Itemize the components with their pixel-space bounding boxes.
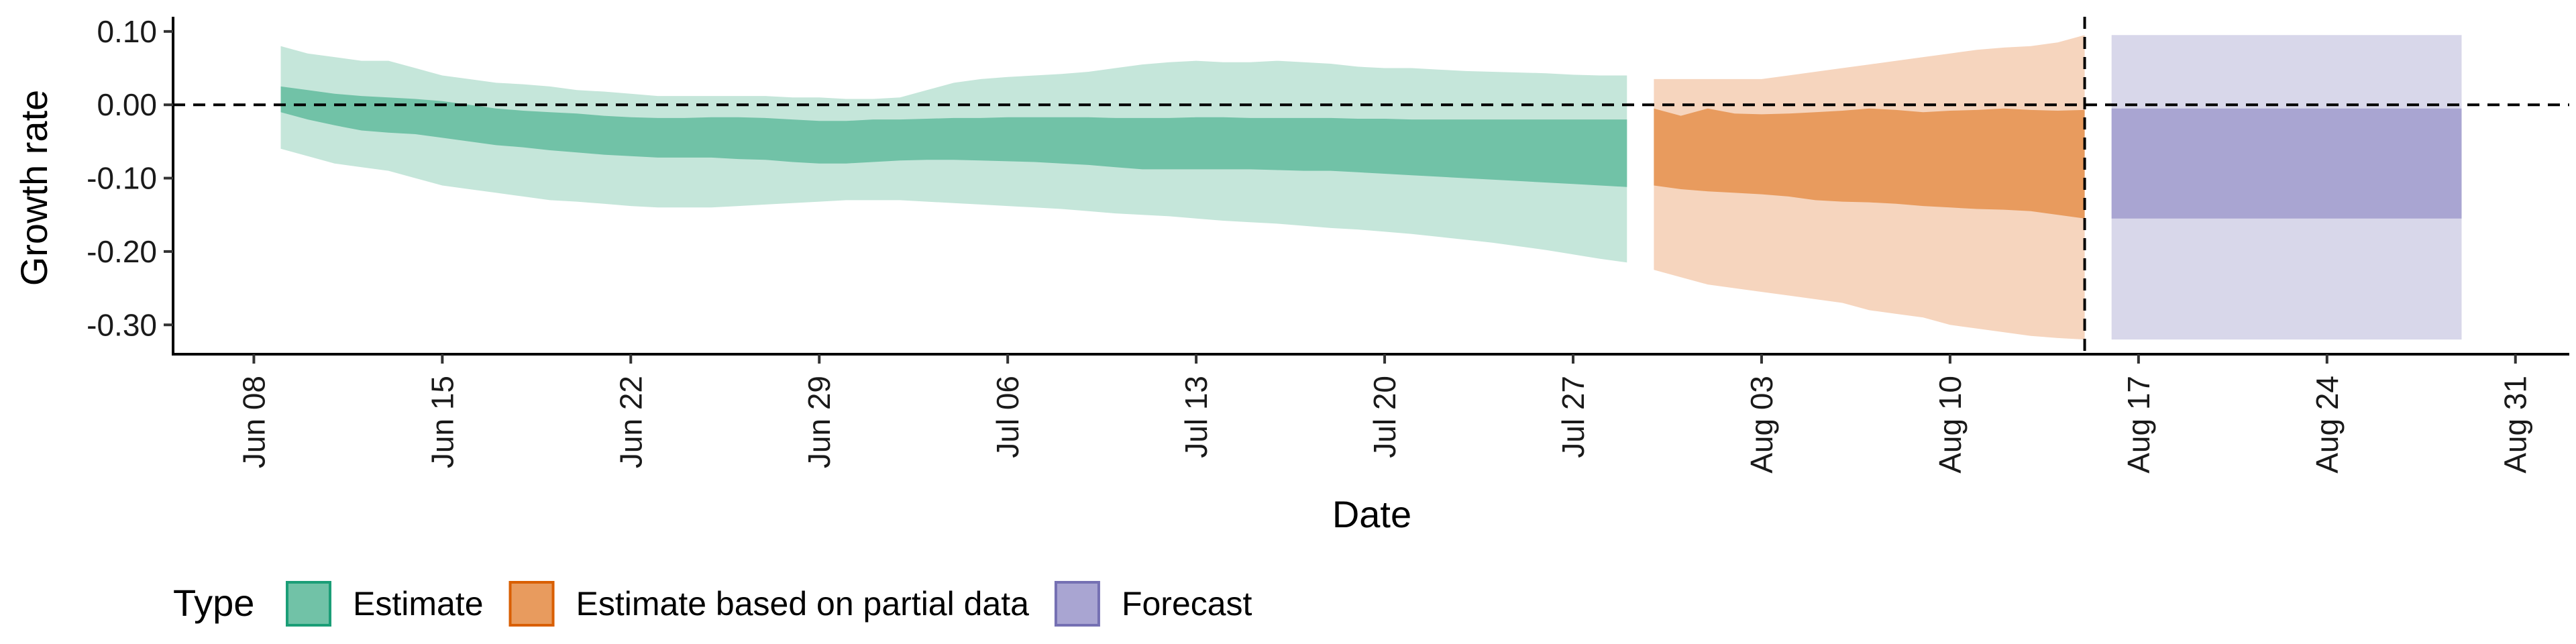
x-tick-label: Jul 20 — [1367, 376, 1402, 458]
legend-label-forecast: Forecast — [1122, 585, 1252, 623]
legend-key-estimate-based-on-partial-data — [508, 581, 555, 627]
legend-key-estimate — [286, 581, 331, 627]
y-tick-label: -0.30 — [87, 307, 157, 342]
x-tick-label: Aug 24 — [2310, 376, 2345, 474]
forecast-inner-band — [2111, 108, 2462, 219]
x-tick-label: Jun 08 — [236, 376, 271, 468]
legend-label-estimate: Estimate — [353, 585, 484, 623]
estimate-inner-band — [280, 86, 1627, 187]
y-axis-title: Growth rate — [13, 90, 55, 286]
y-axis-ticks: 0.10 0.00 -0.10 -0.20 -0.30 — [87, 14, 173, 342]
x-tick-label: Jul 13 — [1179, 376, 1214, 458]
reference-lines — [173, 17, 2569, 354]
y-tick-label: -0.20 — [87, 234, 157, 269]
x-axis-title: Date — [1332, 493, 1411, 535]
x-tick-label: Jun 22 — [613, 376, 648, 468]
y-tick-label: 0.00 — [97, 87, 157, 122]
ribbon-bands — [280, 35, 2462, 340]
x-axis-ticks: Jun 08 Jun 15 Jun 22 Jun 29 Jul 06 Jul 13 Jul … — [236, 354, 2533, 474]
x-tick-label: Aug 17 — [2121, 376, 2156, 474]
x-tick-label: Aug 10 — [1933, 376, 1968, 474]
y-tick-label: 0.10 — [97, 14, 157, 49]
legend-key-forecast — [1054, 581, 1100, 627]
axes — [172, 17, 2569, 356]
legend: Type Estimate Estimate based on partial d… — [173, 581, 1252, 627]
x-tick-label: Jun 15 — [425, 376, 460, 468]
estimate-based-on-partial-data-inner-band — [1654, 108, 2085, 219]
x-tick-label: Aug 31 — [2498, 376, 2533, 474]
legend-label-estimate-based-on-partial-data: Estimate based on partial data — [576, 585, 1030, 623]
legend-title: Type — [173, 582, 254, 624]
x-tick-label: Aug 03 — [1744, 376, 1779, 474]
y-tick-label: -0.10 — [87, 161, 157, 196]
x-tick-label: Jun 29 — [802, 376, 837, 468]
x-tick-label: Jul 06 — [990, 376, 1025, 458]
x-tick-label: Jul 27 — [1556, 376, 1591, 458]
